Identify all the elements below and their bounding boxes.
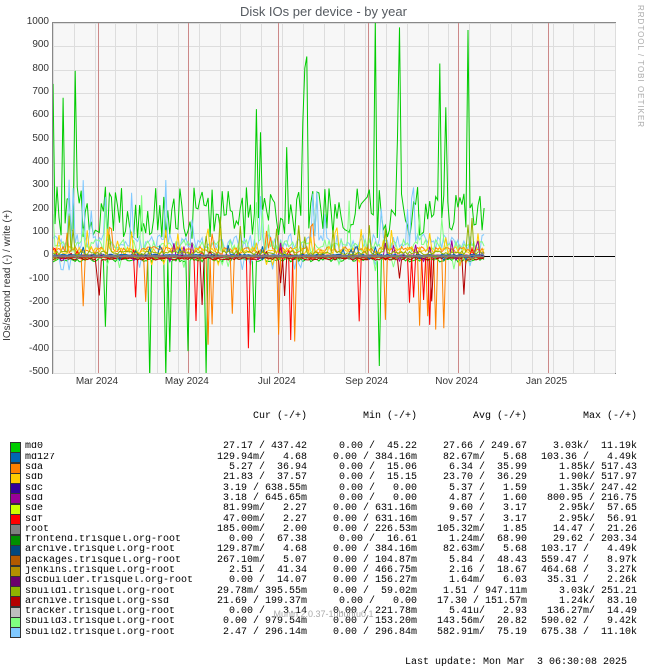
series-min: 0.00 / 45.22: [307, 442, 417, 452]
legend-row: sdc3.19 / 638.55m0.00 / 0.005.37 / 1.591…: [10, 483, 637, 493]
legend-row: sdf47.00m/ 2.270.00 / 631.16m9.57 / 3.17…: [10, 514, 637, 524]
legend-header: Cur (-/+) Min (-/+) Avg (-/+) Max (-/+): [10, 412, 637, 422]
plot-lines: [53, 23, 615, 373]
watermark: RRDTOOL / TOBI OETIKER: [636, 5, 645, 128]
xtick: Jan 2025: [526, 376, 567, 387]
series-name: md0: [25, 442, 197, 452]
footer-text: Munin 2.0.37-1ubuntu0.1: [0, 609, 647, 619]
series-avg: 23.70 / 36.29: [417, 473, 527, 483]
ytick: 200: [9, 203, 49, 214]
series-name: sbuild2.trisquel.org-root: [25, 628, 197, 638]
legend-row: sda5.27 / 36.940.00 / 15.066.34 / 35.991…: [10, 463, 637, 473]
series-name: sbuild1.trisquel.org-root: [25, 587, 197, 597]
series-name: sda: [25, 463, 197, 473]
series-name: sdd: [25, 494, 197, 504]
col-avg: Avg (-/+): [417, 412, 527, 422]
series-avg: 582.91m/ 75.19: [417, 628, 527, 638]
ytick: 900: [9, 39, 49, 50]
last-update: Last update: Mon Mar 3 06:30:08 2025: [405, 658, 627, 668]
series-min: 0.00 / 631.16m: [307, 504, 417, 514]
series-name: sde: [25, 504, 197, 514]
xtick: May 2024: [165, 376, 209, 387]
series-avg: 9.60 / 3.17: [417, 504, 527, 514]
legend-row: sde81.99m/ 2.270.00 / 631.16m9.60 / 3.17…: [10, 504, 637, 514]
ytick: -100: [9, 273, 49, 284]
legend-row: sbuild2.trisquel.org-root2.47 / 296.14m0…: [10, 628, 637, 638]
col-cur: Cur (-/+): [197, 412, 307, 422]
col-min: Min (-/+): [307, 412, 417, 422]
series-min: 0.00 / 156.27m: [307, 576, 417, 586]
series-avg: 82.63m/ 5.68: [417, 545, 527, 555]
series-max: 3.03k/ 11.19k: [527, 442, 637, 452]
series-name: dscbuilder.trisquel.org-root: [25, 576, 197, 586]
ytick: -300: [9, 319, 49, 330]
ytick: 500: [9, 133, 49, 144]
series-min: 0.00 / 384.16m: [307, 545, 417, 555]
series-name: archive.trisquel.org-root: [25, 545, 197, 555]
series-max: 675.38 / 11.10k: [527, 628, 637, 638]
legend-row: sbuild1.trisquel.org-root29.78m/ 395.55m…: [10, 586, 637, 596]
series-max: 2.95k/ 57.65: [527, 504, 637, 514]
legend-row: md127129.94m/ 4.680.00 / 384.16m82.67m/ …: [10, 453, 637, 463]
series-min: 0.00 / 296.84m: [307, 628, 417, 638]
legend-row: archive.trisquel.org-ssd21.69 / 199.37m0…: [10, 597, 637, 607]
chart-title: Disk IOs per device - by year: [0, 0, 647, 19]
xtick: Jul 2024: [258, 376, 296, 387]
ytick: -400: [9, 343, 49, 354]
legend-row: root185.00m/ 2.000.00 / 226.53m105.32m/ …: [10, 525, 637, 535]
legend-table: Cur (-/+) Min (-/+) Avg (-/+) Max (-/+) …: [10, 392, 637, 668]
col-max: Max (-/+): [527, 412, 637, 422]
legend-row: sdd3.18 / 645.65m0.00 / 0.004.87 / 1.608…: [10, 494, 637, 504]
legend-row: jenkins.trisquel.org-root2.51 / 41.340.0…: [10, 566, 637, 576]
series-min: 0.00 / 15.15: [307, 473, 417, 483]
xtick: Nov 2024: [435, 376, 478, 387]
ytick: -500: [9, 366, 49, 377]
series-avg: 27.66 / 249.67: [417, 442, 527, 452]
series-name: packages.trisquel.org-root: [25, 556, 197, 566]
series-max: 35.31 / 2.26k: [527, 576, 637, 586]
ytick: 0: [9, 249, 49, 260]
ytick: 600: [9, 109, 49, 120]
series-name: md127: [25, 453, 197, 463]
legend-swatch: [10, 627, 21, 638]
series-avg: 1.64m/ 6.03: [417, 576, 527, 586]
series-cur: 129.87m/ 4.68: [197, 545, 307, 555]
legend-row: dscbuilder.trisquel.org-root0.00 / 14.07…: [10, 576, 637, 586]
series-cur: 27.17 / 437.42: [197, 442, 307, 452]
ytick: 100: [9, 226, 49, 237]
series-max: 103.17 / 4.49k: [527, 545, 637, 555]
xtick: Mar 2024: [76, 376, 118, 387]
series-name: frontend.trisquel.org-root: [25, 535, 197, 545]
series-name: sdb: [25, 473, 197, 483]
ytick: 1000: [9, 16, 49, 27]
series-cur: 81.99m/ 2.27: [197, 504, 307, 514]
xtick: Sep 2024: [345, 376, 388, 387]
series-name: sdc: [25, 484, 197, 494]
series-name: sdf: [25, 515, 197, 525]
series-name: root: [25, 525, 197, 535]
series-name: archive.trisquel.org-ssd: [25, 597, 197, 607]
series-cur: 21.83 / 37.57: [197, 473, 307, 483]
series-name: jenkins.trisquel.org-root: [25, 566, 197, 576]
series-cur: 2.47 / 296.14m: [197, 628, 307, 638]
chart-plot-area: [52, 22, 616, 374]
legend-row: sdb21.83 / 37.570.00 / 15.1523.70 / 36.2…: [10, 473, 637, 483]
ytick: 700: [9, 86, 49, 97]
ytick: 300: [9, 179, 49, 190]
series-max: 1.90k/ 517.97: [527, 473, 637, 483]
ytick: 800: [9, 63, 49, 74]
ytick: -200: [9, 296, 49, 307]
ytick: 400: [9, 156, 49, 167]
series-cur: 0.00 / 14.07: [197, 576, 307, 586]
